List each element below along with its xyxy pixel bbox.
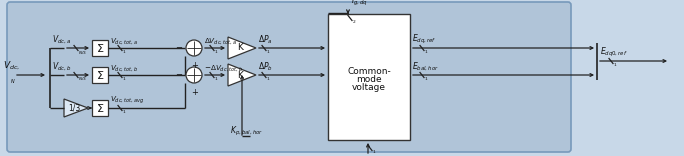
Text: $\Delta P_b$: $\Delta P_b$ [258, 61, 273, 73]
Text: $-\Delta V_{dc,tot,b}$: $-\Delta V_{dc,tot,b}$ [204, 63, 244, 73]
Text: $E_{dq,ref}$: $E_{dq,ref}$ [412, 33, 436, 46]
Text: $_1$: $_1$ [214, 49, 218, 56]
Text: $_1$: $_1$ [122, 76, 127, 83]
Bar [92, 40, 108, 56]
Text: $_1$: $_1$ [214, 76, 218, 83]
Text: $_{N/3}$: $_{N/3}$ [78, 49, 87, 56]
Text: $\Sigma$: $\Sigma$ [96, 69, 104, 81]
Text: $\Delta P_a$: $\Delta P_a$ [258, 34, 273, 46]
Text: $_1$: $_1$ [424, 76, 428, 83]
Text: Common-: Common- [347, 66, 391, 76]
Text: $-$: $-$ [175, 41, 183, 51]
Text: $V_{dc,tot,b}$: $V_{dc,tot,b}$ [110, 63, 138, 73]
Text: mode: mode [356, 75, 382, 83]
Text: $\Sigma$: $\Sigma$ [96, 102, 104, 114]
Text: $_1$: $_1$ [266, 76, 270, 83]
Text: $V_{dc,tot,a}$: $V_{dc,tot,a}$ [110, 36, 138, 46]
Text: $_N$: $_N$ [10, 78, 16, 86]
Circle shape [186, 67, 202, 83]
Text: 1/3: 1/3 [68, 103, 80, 112]
Bar [92, 67, 108, 83]
Polygon shape [64, 99, 88, 117]
Text: $-$: $-$ [175, 68, 183, 78]
Text: $_2$: $_2$ [352, 19, 356, 26]
Text: $I_{g,dq}$: $I_{g,dq}$ [351, 0, 368, 8]
Text: $K_{p,bal,hor}$: $K_{p,bal,hor}$ [230, 125, 263, 138]
Polygon shape [228, 37, 256, 59]
Text: K: K [237, 71, 243, 80]
Text: $_1$: $_1$ [424, 49, 428, 56]
Text: $_{N/3}$: $_{N/3}$ [78, 76, 87, 83]
Text: $\Sigma$: $\Sigma$ [96, 42, 104, 54]
Text: $V_{dc,tot,avg}$: $V_{dc,tot,avg}$ [110, 95, 144, 106]
Text: $_1$: $_1$ [122, 49, 127, 56]
Text: $+$: $+$ [191, 87, 199, 97]
Text: $\theta$: $\theta$ [371, 155, 378, 156]
Bar [328, 14, 410, 140]
Text: K: K [237, 44, 243, 53]
Text: $_1$: $_1$ [266, 49, 270, 56]
Bar [92, 100, 108, 116]
Text: $+$: $+$ [191, 60, 199, 70]
FancyBboxPatch shape [7, 2, 571, 152]
Text: $\Delta V_{dc,tot,a}$: $\Delta V_{dc,tot,a}$ [204, 36, 237, 46]
Text: voltage: voltage [352, 83, 386, 92]
Circle shape [186, 40, 202, 56]
Text: $V_{dc,a}$: $V_{dc,a}$ [52, 34, 71, 46]
Text: $_1$: $_1$ [372, 149, 376, 156]
Text: $E_{bal,hor}$: $E_{bal,hor}$ [412, 61, 439, 73]
Text: $V_{dc,b}$: $V_{dc,b}$ [52, 61, 71, 73]
Text: $_1$: $_1$ [613, 62, 618, 69]
Text: $V_{dc,}$: $V_{dc,}$ [3, 60, 20, 72]
Text: $E_{dq0,ref}$: $E_{dq0,ref}$ [600, 46, 628, 59]
Text: $_1$: $_1$ [122, 109, 127, 116]
Polygon shape [228, 64, 256, 86]
